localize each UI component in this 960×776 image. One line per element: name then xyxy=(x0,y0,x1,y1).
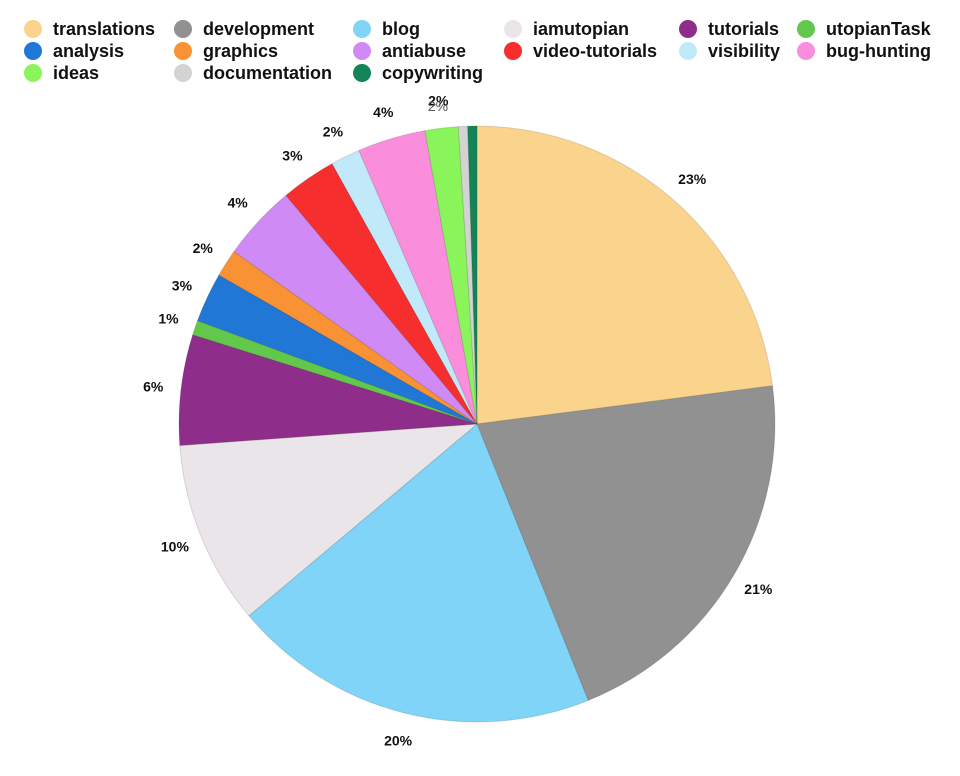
legend-label: iamutopian xyxy=(533,19,629,39)
legend-label: documentation xyxy=(203,63,332,83)
pie-slice-analysis xyxy=(196,274,478,425)
pie-slice-copywriting xyxy=(467,125,478,425)
pie-slice-translations xyxy=(476,125,774,425)
pie-label-extra: 2% xyxy=(428,98,448,114)
pie-label-iamutopian: 10% xyxy=(161,539,190,555)
pie-label-bug-hunting: 4% xyxy=(373,104,394,120)
legend-label: translations xyxy=(53,19,155,39)
legend-swatch xyxy=(679,20,697,38)
pie-slice-blog xyxy=(248,423,589,723)
pie-slice-video-tutorials xyxy=(285,162,478,425)
legend-swatch xyxy=(24,64,42,82)
pie-label-ideas: 2% xyxy=(428,92,449,108)
legend-swatch xyxy=(24,42,42,60)
legend-swatch xyxy=(504,42,522,60)
legend-label: blog xyxy=(382,19,420,39)
pie-slice-documentation xyxy=(457,125,478,425)
legend-label: analysis xyxy=(53,41,124,61)
pie-slice-development xyxy=(476,385,776,702)
legend-item-video-tutorials: video-tutorials xyxy=(504,41,657,61)
legend-label: graphics xyxy=(203,41,278,61)
pie-slice-tutorials xyxy=(178,334,478,447)
legend-item-documentation: documentation xyxy=(174,63,332,83)
pie-label-blog: 20% xyxy=(384,732,413,748)
legend-label: bug-hunting xyxy=(826,41,931,61)
legend-label: visibility xyxy=(708,41,780,61)
pie-slice-bug-hunting xyxy=(358,130,478,425)
legend-label: ideas xyxy=(53,63,99,83)
pie-label-tutorials: 6% xyxy=(143,378,164,394)
pie-label-development: 21% xyxy=(744,581,773,597)
pie-slice-ideas xyxy=(424,126,478,425)
legend-item-translations: translations xyxy=(24,19,155,39)
legend-item-graphics: graphics xyxy=(174,41,278,61)
pie-labels: 23%21%20%10%6%1%3%2%4%3%2%4%2%2% xyxy=(143,92,773,748)
legend-swatch xyxy=(353,64,371,82)
pie-slice-utopianTask xyxy=(192,319,478,425)
legend-item-tutorials: tutorials xyxy=(679,19,779,39)
pie-slice-antiabuse xyxy=(233,194,478,425)
legend: translations development blog iamutopian tut… xyxy=(24,19,932,83)
legend-item-iamutopian: iamutopian xyxy=(504,19,629,39)
legend-label: development xyxy=(203,19,314,39)
legend-item-visibility: visibility xyxy=(679,41,780,61)
pie-label-graphics: 2% xyxy=(193,240,214,256)
legend-swatch xyxy=(504,20,522,38)
legend-item-utopianTask: utopianTask xyxy=(797,19,932,39)
legend-swatch xyxy=(174,64,192,82)
legend-swatch xyxy=(353,42,371,60)
legend-label: utopianTask xyxy=(826,19,932,39)
legend-item-antiabuse: antiabuse xyxy=(353,41,466,61)
legend-item-ideas: ideas xyxy=(24,63,99,83)
pie-label-analysis: 3% xyxy=(172,278,193,294)
pie-slice-iamutopian xyxy=(179,423,479,617)
legend-label: copywriting xyxy=(382,63,483,83)
legend-swatch xyxy=(679,42,697,60)
pie-label-visibility: 2% xyxy=(323,124,344,140)
legend-label: antiabuse xyxy=(382,41,466,61)
pie-slice-visibility xyxy=(331,149,478,425)
legend-item-copywriting: copywriting xyxy=(353,63,483,83)
legend-swatch xyxy=(797,42,815,60)
legend-swatch xyxy=(174,42,192,60)
legend-item-development: development xyxy=(174,19,314,39)
legend-swatch xyxy=(353,20,371,38)
legend-label: video-tutorials xyxy=(533,41,657,61)
legend-label: tutorials xyxy=(708,19,779,39)
legend-swatch xyxy=(24,20,42,38)
legend-swatch xyxy=(797,20,815,38)
pie-label-video-tutorials: 3% xyxy=(282,147,303,163)
legend-item-analysis: analysis xyxy=(24,41,124,61)
pie-label-translations: 23% xyxy=(678,171,707,187)
legend-swatch xyxy=(174,20,192,38)
legend-item-bug-hunting: bug-hunting xyxy=(797,41,931,61)
pie-slice-graphics xyxy=(218,250,478,425)
pie-label-antiabuse: 4% xyxy=(227,195,248,211)
pie-label-utopianTask: 1% xyxy=(158,311,179,327)
legend-item-blog: blog xyxy=(353,19,420,39)
pie-slices xyxy=(178,125,776,723)
